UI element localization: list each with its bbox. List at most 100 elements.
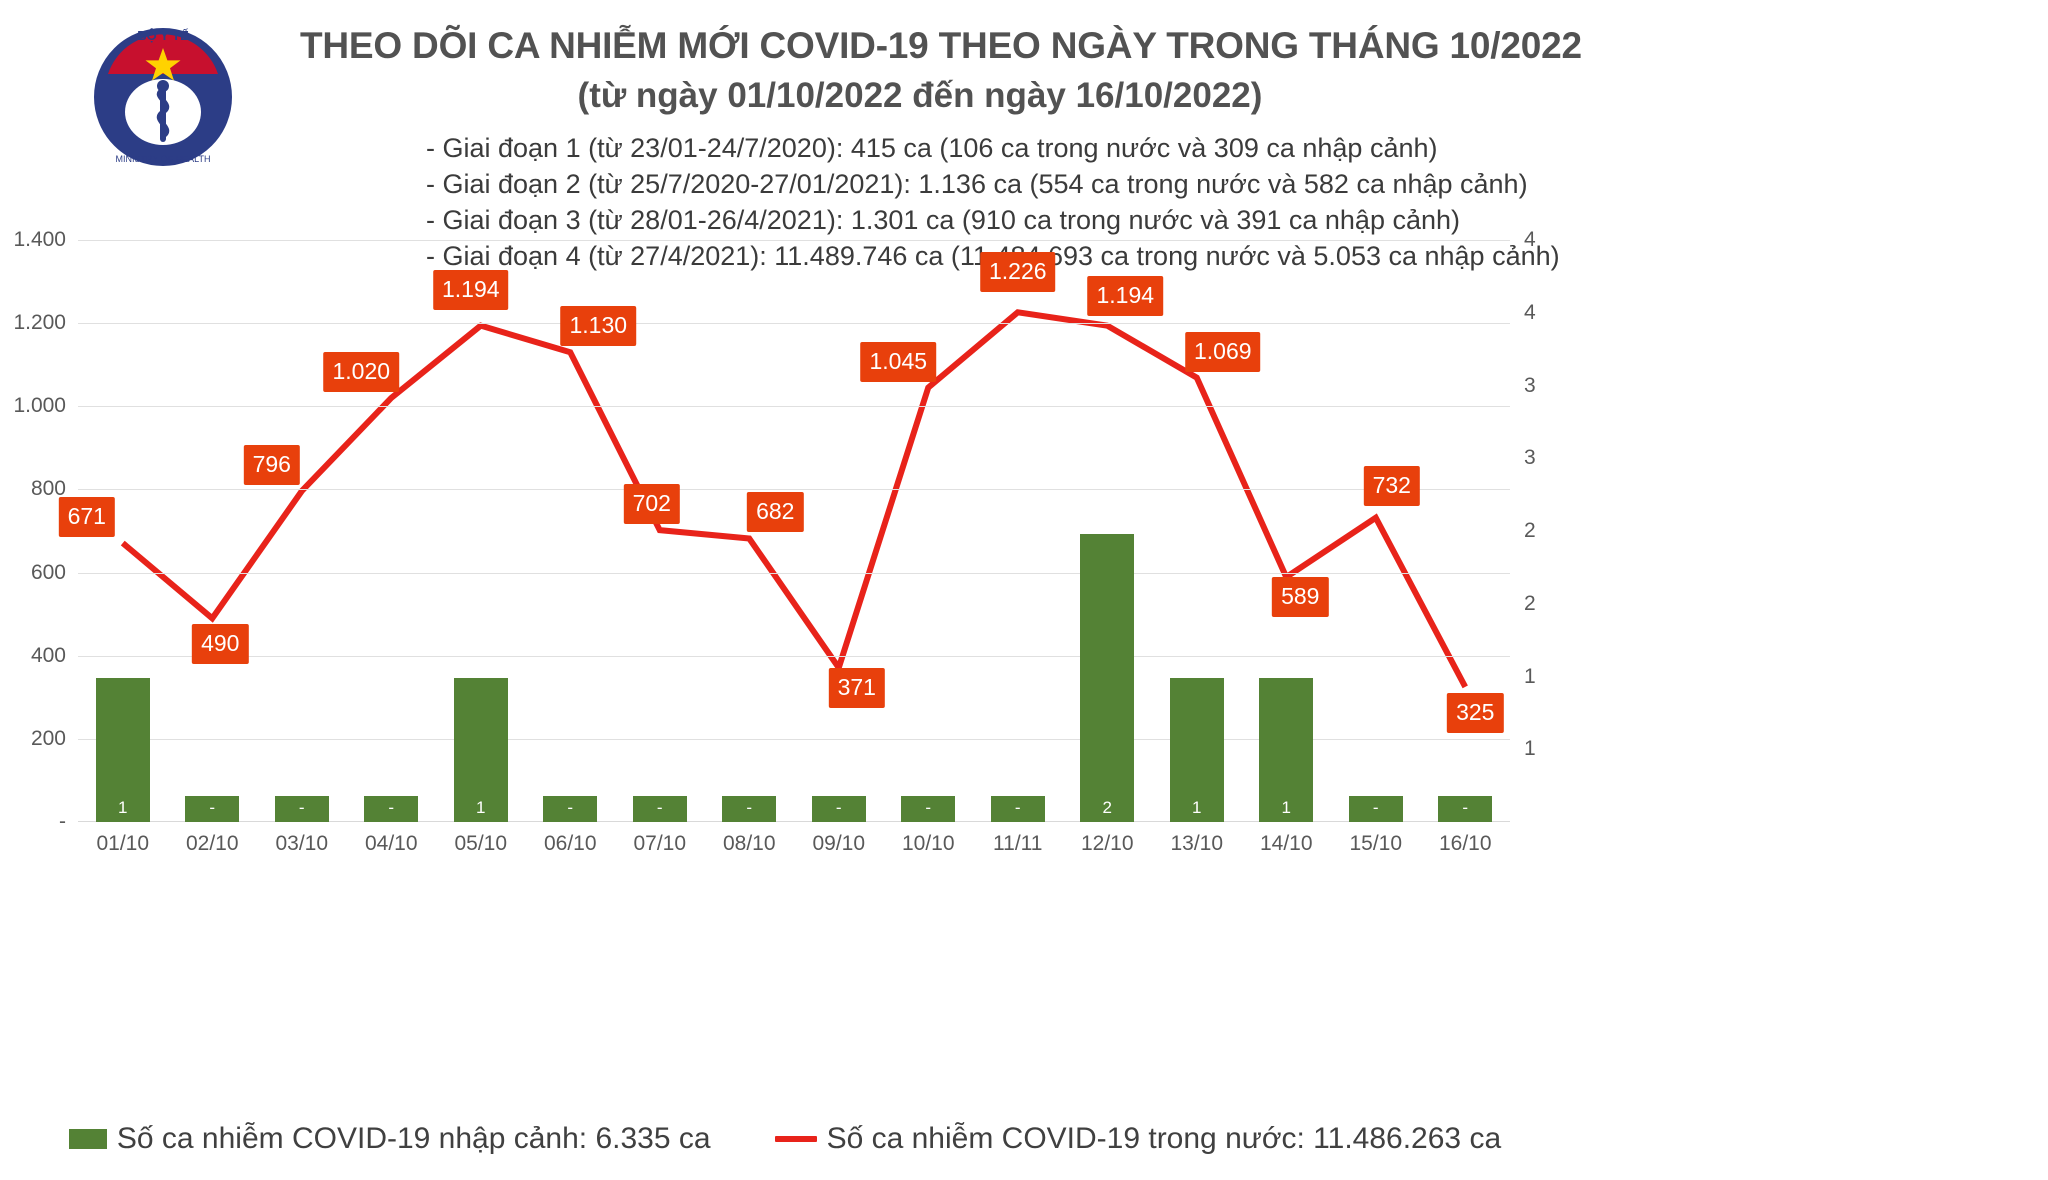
line-value-label: 1.130 — [560, 306, 637, 347]
bar-value-label: - — [1372, 798, 1379, 817]
y-axis-left-tick: 600 — [30, 560, 66, 584]
y-axis-right-tick: 3 — [1524, 373, 1536, 397]
gridline — [78, 655, 1510, 657]
x-axis-line — [78, 821, 1510, 822]
line-value-label: 702 — [623, 484, 680, 525]
bar-column[interactable]: - — [1348, 796, 1403, 822]
bar-swatch-icon — [68, 1129, 107, 1149]
x-axis-tick: 09/10 — [812, 832, 866, 855]
gridline — [78, 323, 1510, 325]
bar-column[interactable]: - — [1438, 796, 1493, 822]
bar-value-label: - — [298, 798, 305, 817]
line-value-label: 325 — [1447, 692, 1504, 733]
bar-value-label: - — [567, 798, 574, 817]
y-axis-left-tick: 1.000 — [13, 394, 66, 418]
x-axis-tick: 03/10 — [275, 832, 329, 855]
bar-column[interactable]: - — [543, 796, 598, 822]
bar-value-label: - — [388, 798, 395, 817]
line-value-label: 1.194 — [432, 269, 509, 310]
bar-column[interactable]: - — [632, 796, 687, 822]
line-value-label: 1.069 — [1184, 331, 1261, 372]
gridline — [78, 240, 1510, 241]
legend-label-imported: Số ca nhiễm COVID-19 nhập cảnh: 6.335 ca — [116, 1122, 711, 1155]
y-axis-right-tick: 1 — [1524, 737, 1536, 761]
ministry-of-health-logo: BỘ Y TẾ MINISTRY OF HEALTH — [78, 12, 248, 182]
bar-column[interactable]: - — [364, 796, 419, 822]
gridline — [78, 489, 1510, 491]
bar-value-label: - — [746, 798, 753, 817]
line-series-layer — [120, 309, 1468, 689]
bar-value-label: - — [656, 798, 663, 817]
y-axis-right-tick: 1 — [1524, 664, 1536, 688]
bar-value-label: - — [1462, 798, 1469, 817]
logo-bottom-text: MINISTRY OF HEALTH — [115, 154, 210, 164]
line-value-label: 796 — [243, 445, 300, 486]
x-axis-tick: 16/10 — [1438, 832, 1492, 855]
y-axis-left-tick: 400 — [30, 643, 66, 667]
y-axis-right-tick: 4 — [1524, 300, 1536, 324]
y-axis-right-tick: 2 — [1524, 519, 1536, 542]
bar-column[interactable]: - — [990, 796, 1045, 822]
x-axis-tick: 05/10 — [454, 832, 508, 855]
bar-column[interactable]: - — [274, 796, 329, 822]
bar-value-label: 1 — [1192, 798, 1202, 817]
y-axis-left-tick: 1.200 — [13, 311, 66, 335]
x-axis-tick: 01/10 — [96, 832, 150, 855]
bar-column[interactable]: - — [811, 796, 866, 822]
x-axis-tick: 11/11 — [993, 832, 1043, 855]
bar-column[interactable]: 1 — [453, 677, 508, 822]
y-axis-right-tick: 4 — [1524, 228, 1536, 251]
bar-column[interactable]: 2 — [1080, 533, 1135, 822]
x-axis-tick: 06/10 — [543, 832, 597, 855]
gridline — [78, 572, 1510, 574]
line-value-label: 671 — [58, 497, 115, 538]
bar-value-label: 1 — [1281, 798, 1291, 817]
line-value-label: 589 — [1272, 577, 1329, 618]
phase-line-1: - Giai đoạn 1 (từ 23/01-24/7/2020): 415 … — [426, 132, 1438, 163]
x-axis-tick: 15/10 — [1349, 832, 1403, 855]
chart-header: THEO DÕI CA NHIỄM MỚI COVID-19 THEO NGÀY… — [300, 22, 1582, 274]
bar-column[interactable]: - — [185, 796, 240, 822]
bar-column[interactable]: - — [901, 796, 956, 822]
y-axis-right-tick: 2 — [1524, 591, 1536, 615]
page-title: THEO DÕI CA NHIỄM MỚI COVID-19 THEO NGÀY… — [300, 25, 1582, 66]
bar-column[interactable]: 1 — [1169, 677, 1224, 822]
y-axis-right-tick: 3 — [1524, 446, 1536, 470]
logo-emblem-icon: BỘ Y TẾ MINISTRY OF HEALTH — [94, 28, 232, 166]
y-axis-left-tick: - — [59, 810, 66, 833]
line-value-label: 1.194 — [1087, 275, 1164, 316]
bar-value-label: - — [835, 798, 842, 817]
chart-plot-area: - 200 400 600 800 1.000 1.200 1.400 1 1 2 2 3 3 4 4 1 - - -… — [13, 228, 1535, 855]
bar-column[interactable]: 1 — [1259, 677, 1314, 822]
line-value-label: 371 — [828, 667, 885, 708]
line-value-label: 1.045 — [860, 341, 937, 382]
x-axis-tick: 04/10 — [364, 832, 418, 855]
bar-column[interactable]: 1 — [95, 677, 150, 822]
legend-label-domestic: Số ca nhiễm COVID-19 trong nước: 11.486.… — [826, 1122, 1502, 1155]
line-value-label: 1.226 — [979, 252, 1056, 293]
y-axis-left-tick: 200 — [30, 726, 66, 750]
logo-top-text: BỘ Y TẾ — [137, 28, 189, 43]
bar-column[interactable]: - — [722, 796, 777, 822]
gridline — [78, 738, 1510, 740]
x-axis-tick: 02/10 — [185, 832, 239, 855]
chart-legend: Số ca nhiễm COVID-19 nhập cảnh: 6.335 ca… — [0, 1122, 1570, 1156]
line-value-label: 1.020 — [323, 351, 400, 392]
x-axis-tick: 08/10 — [722, 832, 776, 855]
bar-value-label: - — [1014, 798, 1021, 817]
x-axis-tick: 13/10 — [1170, 832, 1224, 855]
x-axis-tick: 07/10 — [633, 832, 687, 855]
phase-line-2: - Giai đoạn 2 (từ 25/7/2020-27/01/2021):… — [426, 168, 1528, 199]
bar-value-label: 2 — [1102, 798, 1112, 817]
x-axis-tick: 10/10 — [901, 832, 955, 855]
bar-value-label: 1 — [476, 798, 486, 817]
legend-item-domestic: Số ca nhiễm COVID-19 trong nước: 11.486.… — [774, 1122, 1502, 1156]
x-axis-tick: 14/10 — [1259, 832, 1313, 855]
bar-value-label: - — [925, 798, 932, 817]
line-value-label: 490 — [192, 624, 249, 665]
line-value-label: 682 — [747, 492, 804, 533]
page-subtitle: (từ ngày 01/10/2022 đến ngày 16/10/2022) — [577, 76, 1263, 116]
bar-value-label: - — [209, 798, 216, 817]
y-axis-left-tick: 800 — [30, 477, 66, 501]
